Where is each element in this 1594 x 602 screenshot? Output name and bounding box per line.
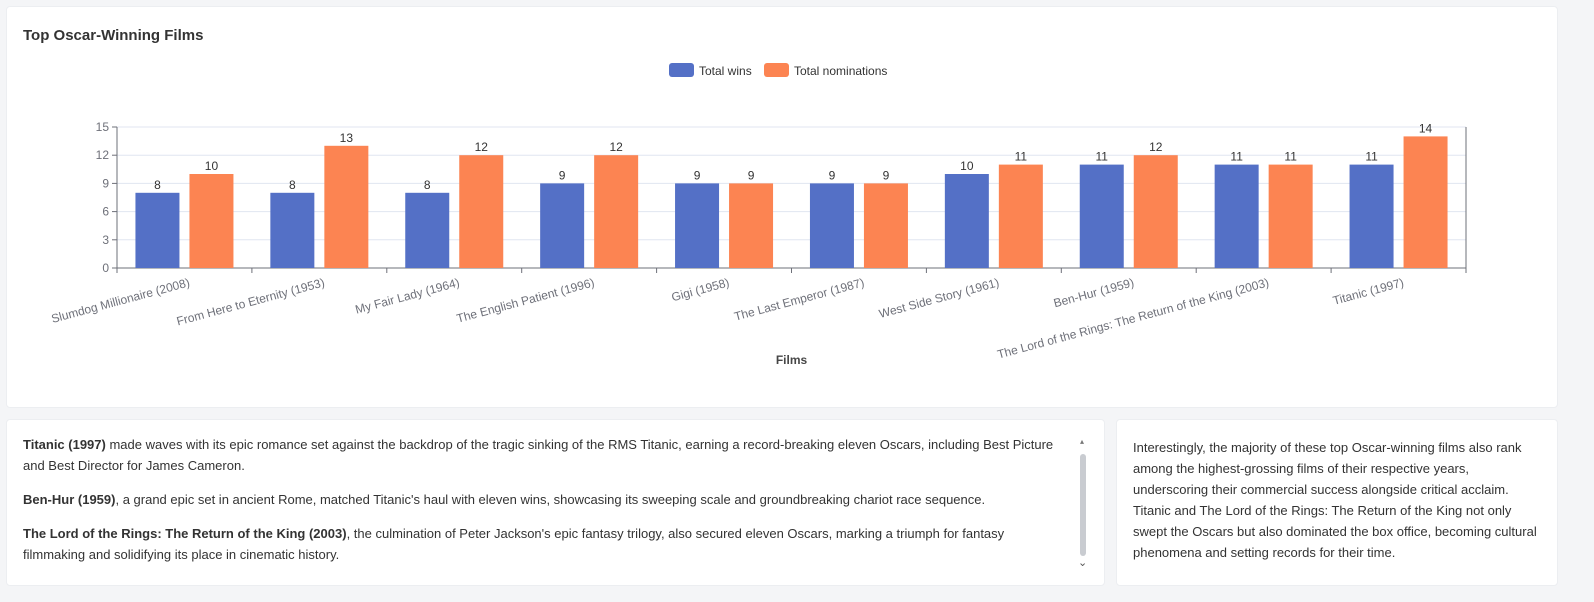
data-label: 13 <box>340 131 354 145</box>
bar-wins <box>1214 164 1259 268</box>
bar-wins <box>809 183 854 268</box>
bar-chart: 0 3 6 9 12 15 8 10 Slumdog Millionaire (2008) 8 13… <box>50 63 1467 367</box>
bar-nominations <box>324 145 369 268</box>
paragraph-text: , the culmination of Peter Jackson's epi… <box>23 526 1005 562</box>
bar-nominations <box>189 174 234 268</box>
bar-wins <box>135 192 180 268</box>
film-name-lotr: The Lord of the Rings: The Return of the… <box>23 526 347 541</box>
data-label: 11 <box>1284 150 1297 164</box>
bar-wins <box>270 192 315 268</box>
paragraph-ben-hur: Ben-Hur (1959), a grand epic set in anci… <box>23 489 1063 510</box>
scrollbar-thumb[interactable] <box>1080 454 1086 556</box>
data-label: 9 <box>694 168 701 182</box>
y-tick-label: 0 <box>102 261 109 275</box>
bar-nominations <box>1133 155 1178 268</box>
bar-wins <box>675 183 720 268</box>
data-label: 8 <box>289 178 296 192</box>
bar-wins <box>1079 164 1124 268</box>
x-tick-label: West Side Story (1961) <box>877 275 1000 321</box>
x-tick-label: The English Patient (1996) <box>455 275 596 325</box>
bar-wins <box>405 192 450 268</box>
data-label: 12 <box>609 140 623 154</box>
x-tick-label: Gigi (1958) <box>670 275 731 304</box>
bar-wins <box>944 174 989 268</box>
commentary-card: Titanic (1997) made waves with its epic … <box>6 419 1105 586</box>
bar-wins <box>540 183 585 268</box>
chart-title: Top Oscar-Winning Films <box>23 27 204 44</box>
x-tick-label: From Here to Eternity (1953) <box>175 275 326 328</box>
bar-nominations <box>594 155 639 268</box>
film-name-ben-hur: Ben-Hur (1959) <box>23 492 116 507</box>
x-tick-label: The Last Emperor (1987) <box>733 275 866 323</box>
data-label: 12 <box>1149 140 1163 154</box>
x-tick-label: Titanic (1997) <box>1331 275 1405 307</box>
data-label: 11 <box>1096 150 1109 164</box>
legend-label: Total wins <box>699 64 752 78</box>
bar-nominations <box>459 155 504 268</box>
y-tick-label: 3 <box>102 233 109 247</box>
data-label: 11 <box>1015 150 1028 164</box>
paragraph-lotr: The Lord of the Rings: The Return of the… <box>23 523 1063 565</box>
insight-card: Interestingly, the majority of these top… <box>1116 419 1558 586</box>
data-label: 10 <box>205 159 219 173</box>
data-label: 12 <box>475 140 489 154</box>
x-axis-title: Films <box>776 353 808 367</box>
data-label: 10 <box>960 159 974 173</box>
x-tick-label: Slumdog Millionaire (2008) <box>50 275 191 325</box>
legend-swatch <box>764 63 789 77</box>
data-label: 8 <box>154 178 161 192</box>
chevron-down-icon[interactable]: ⌄ <box>1078 557 1088 569</box>
paragraph-text: made waves with its epic romance set aga… <box>23 437 1054 473</box>
paragraph-text: , a grand epic set in ancient Rome, matc… <box>115 492 986 507</box>
bar-nominations <box>998 164 1043 268</box>
data-label: 8 <box>424 178 431 192</box>
y-tick-label: 12 <box>96 148 110 162</box>
data-label: 11 <box>1365 150 1378 164</box>
data-label: 11 <box>1230 150 1243 164</box>
bar-nominations <box>1403 136 1448 268</box>
legend-swatch <box>669 63 694 77</box>
paragraph-titanic: Titanic (1997) made waves with its epic … <box>23 434 1063 476</box>
y-tick-label: 6 <box>102 205 109 219</box>
scroll-up-icon[interactable]: ▴ <box>1080 437 1085 446</box>
bar-wins <box>1349 164 1394 268</box>
data-label: 14 <box>1419 121 1433 135</box>
bar-nominations <box>1268 164 1313 268</box>
bar-nominations <box>863 183 908 268</box>
insight-text: Interestingly, the majority of these top… <box>1133 440 1537 560</box>
y-tick-label: 9 <box>102 176 109 190</box>
data-label: 9 <box>559 168 566 182</box>
data-label: 9 <box>748 168 755 182</box>
data-label: 9 <box>829 168 836 182</box>
bar-nominations <box>729 183 774 268</box>
y-tick-label: 15 <box>96 120 110 134</box>
x-tick-label: My Fair Lady (1964) <box>354 275 461 316</box>
commentary-scroll-area[interactable]: Titanic (1997) made waves with its epic … <box>23 434 1063 574</box>
legend-label: Total nominations <box>794 64 887 78</box>
film-name-titanic: Titanic (1997) <box>23 437 106 452</box>
x-tick-label: Ben-Hur (1959) <box>1052 275 1136 310</box>
scrollbar[interactable]: ▴ ⌄ <box>1078 437 1088 569</box>
data-label: 9 <box>883 168 890 182</box>
